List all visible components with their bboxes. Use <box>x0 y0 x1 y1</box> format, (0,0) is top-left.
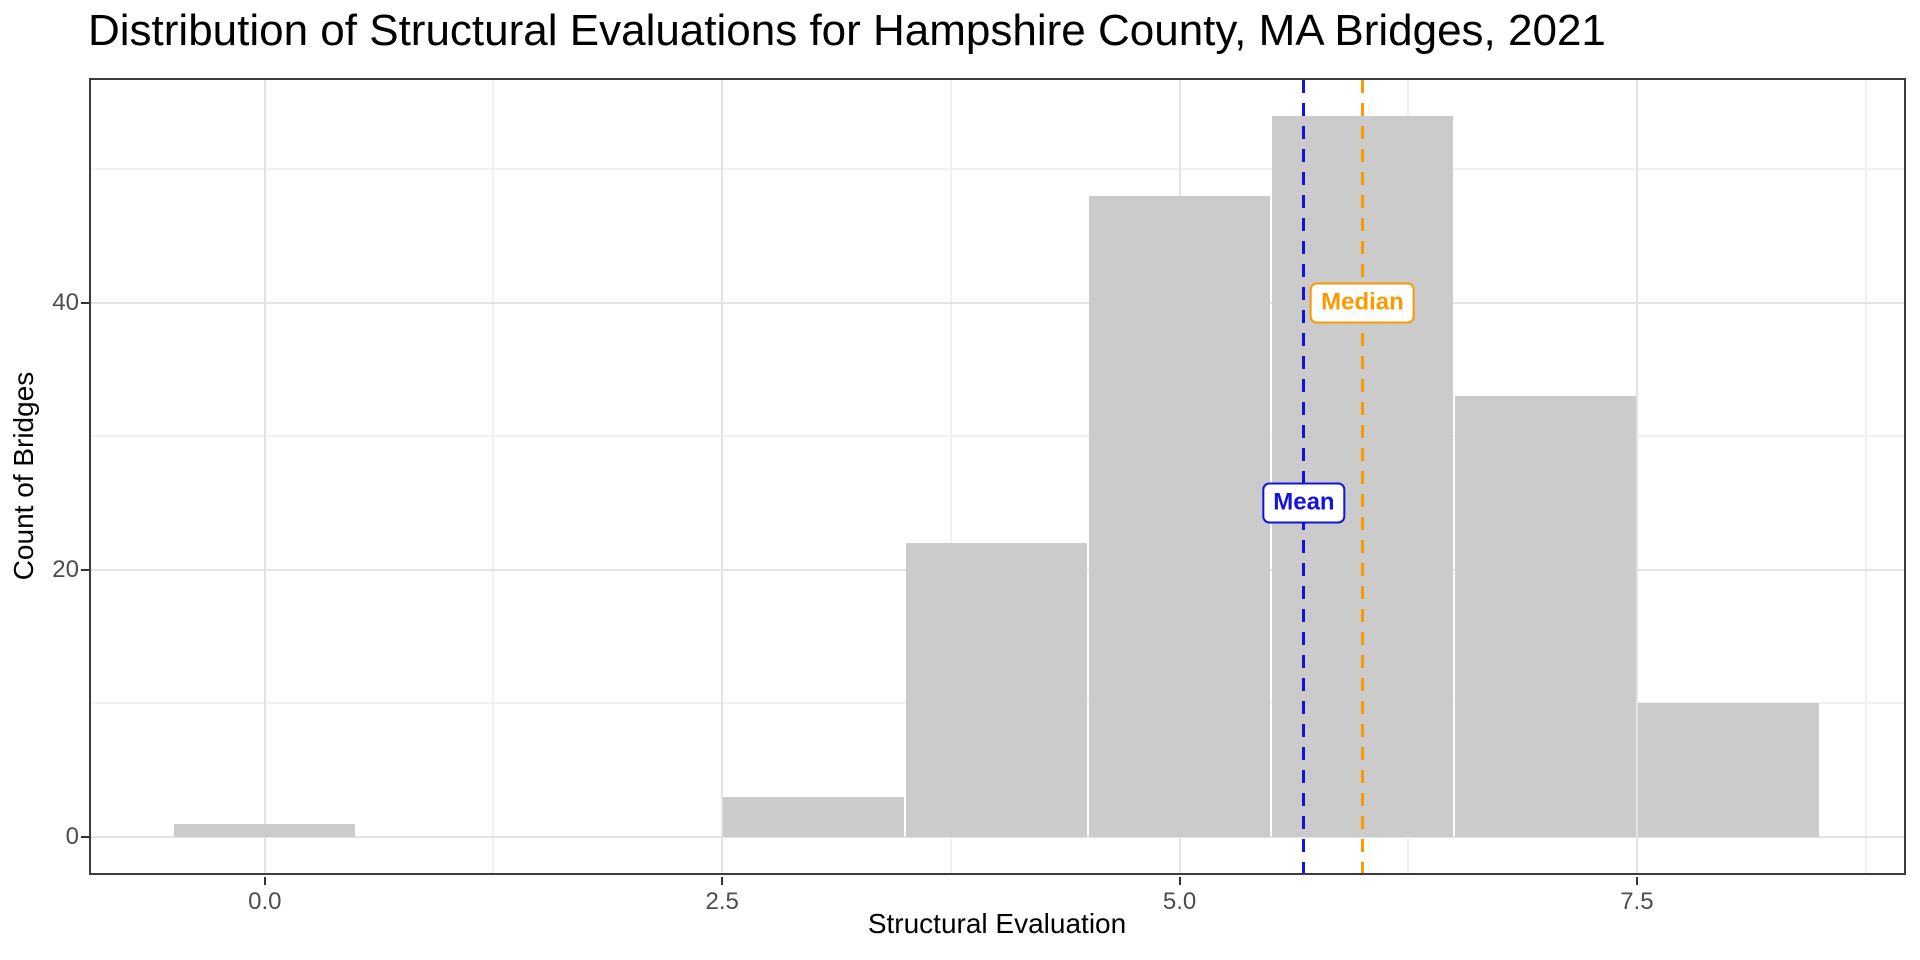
x-axis-tick <box>1178 877 1181 885</box>
y-axis-tick-label: 20 <box>52 555 79 583</box>
histogram-bar <box>906 543 1088 837</box>
x-axis-tick <box>721 877 724 885</box>
x-axis-tick-label: 5.0 <box>1162 888 1197 915</box>
major-gridline-y <box>91 301 1904 304</box>
median-line <box>1360 80 1364 873</box>
y-axis-tick-label: 40 <box>52 288 79 316</box>
minor-gridline-y <box>91 435 1904 438</box>
y-axis-tick-label: 0 <box>65 822 79 850</box>
major-gridline-x <box>1635 80 1638 873</box>
histogram-bar <box>1089 196 1270 837</box>
x-axis-tick <box>263 877 266 885</box>
x-axis-tick-label: 2.5 <box>705 888 739 915</box>
minor-gridline-x <box>949 80 952 873</box>
major-gridline-y <box>91 835 1904 838</box>
chart-title: Distribution of Structural Evaluations f… <box>88 6 1606 55</box>
histogram-bar <box>723 796 905 837</box>
x-axis-tick-label: 0.0 <box>248 888 282 915</box>
major-gridline-x <box>721 80 724 873</box>
x-axis-title: Structural Evaluation <box>867 908 1127 939</box>
plot-panel: Mean Median <box>89 78 1906 875</box>
reference-labels-layer: Mean Median <box>91 80 1904 873</box>
y-axis-tick <box>81 301 89 304</box>
x-axis-tick-label: 7.5 <box>1620 888 1654 915</box>
histogram-bar <box>174 823 356 837</box>
major-gridline-x <box>263 80 266 873</box>
y-axis-title: Count of Bridges <box>8 371 39 581</box>
minor-gridline-x <box>1864 80 1867 873</box>
minor-gridline-y <box>91 168 1904 171</box>
mean-line <box>1302 80 1306 873</box>
minor-gridline-x <box>492 80 495 873</box>
median-label: Median <box>1310 282 1415 324</box>
histogram-bar <box>1637 703 1819 837</box>
histogram-bar <box>1454 396 1636 837</box>
y-axis-tick <box>81 568 89 571</box>
y-axis-tick <box>81 835 89 838</box>
x-axis-tick <box>1635 877 1638 885</box>
mean-label: Mean <box>1262 482 1346 524</box>
reference-lines-layer <box>91 80 1904 873</box>
